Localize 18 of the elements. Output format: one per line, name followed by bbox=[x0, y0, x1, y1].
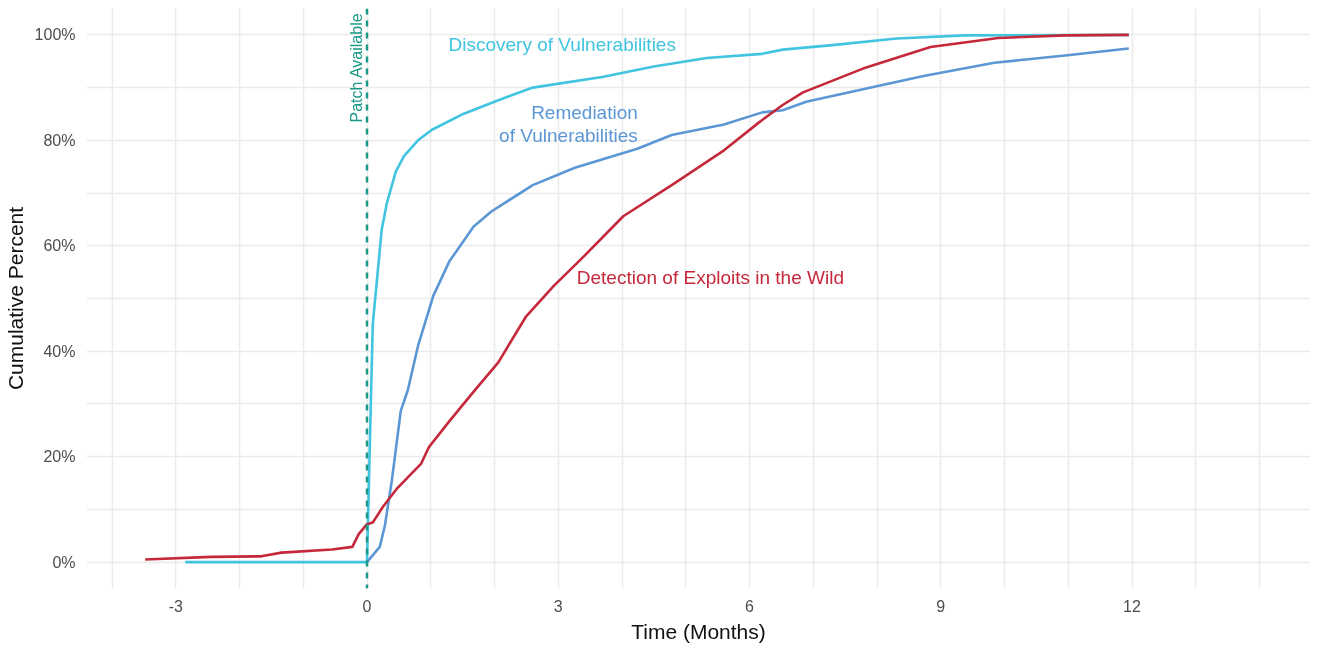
x-tick-label: 12 bbox=[1123, 597, 1141, 615]
y-tick-label: 80% bbox=[43, 131, 76, 149]
y-tick-label: 0% bbox=[52, 553, 76, 571]
x-tick-label: 9 bbox=[936, 597, 946, 615]
series-label: Detection of Exploits in the Wild bbox=[576, 267, 844, 289]
x-tick-label: 3 bbox=[553, 597, 563, 615]
x-tick-label: 0 bbox=[362, 597, 372, 615]
ref-line-label: Patch Available bbox=[348, 13, 365, 123]
series-label: Remediation of Vulnerabilities bbox=[499, 101, 638, 146]
y-tick-label: 20% bbox=[43, 448, 76, 466]
y-tick-label: 60% bbox=[43, 237, 76, 255]
y-tick-label: 100% bbox=[34, 26, 76, 44]
y-axis-title: Cumulative Percent bbox=[3, 206, 27, 391]
x-tick-label: -3 bbox=[168, 597, 183, 615]
x-tick-label: 6 bbox=[745, 597, 755, 615]
y-tick-label: 40% bbox=[43, 342, 76, 360]
x-axis-title: Time (Months) bbox=[631, 619, 766, 643]
series-label: Discovery of Vulnerabilities bbox=[448, 34, 676, 56]
